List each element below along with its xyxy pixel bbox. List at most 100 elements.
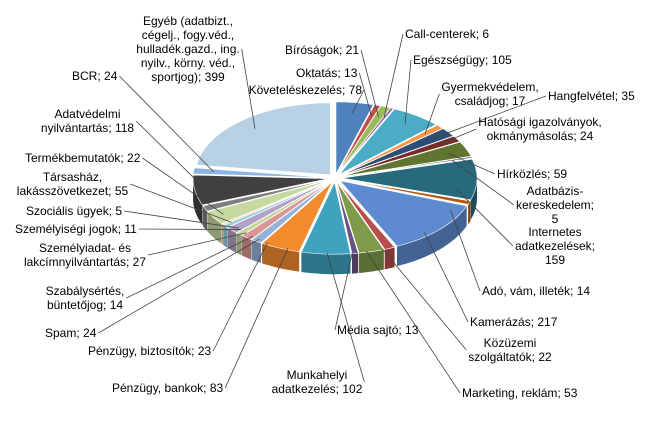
slice-side [223,225,228,248]
label-value: 14 [576,284,591,298]
label-separator: ; [108,204,116,218]
data-label: Hangfelvétel; 35 [548,89,645,103]
label-name: Követeléskezelés [248,83,342,97]
data-label: Internetes adatkezelések; 159 [505,225,605,267]
pie-slice [341,158,478,201]
slice-side [470,178,477,220]
leader-line [98,238,260,334]
leader-line [424,232,469,323]
data-label: Média sajtó; 13 [337,323,437,337]
slice-side [397,205,467,267]
slice-side [468,201,471,225]
label-value: 5 [115,204,123,218]
data-label: Bíróságok; 21 [285,43,375,57]
pie-slice [261,181,333,252]
label-separator: ; [103,298,110,312]
label-name: Személyiségi jogok [15,222,118,236]
data-label: Adatbázis-kereskedelem; 5 [515,184,595,226]
pie-slice [340,135,461,177]
leader-line [135,120,216,199]
leader-line [359,72,372,116]
leader-line [449,209,481,292]
data-label: Egészségügy; 105 [413,53,523,67]
label-separator: ; [573,129,580,143]
label-value: 399 [204,70,225,84]
label-separator: ; [339,43,346,57]
slice-side-shade [301,251,351,275]
label-separator: ; [505,94,512,108]
label-name: Adatbázis-kereskedelem [515,184,591,212]
label-separator: ; [341,83,349,97]
slice-side [227,227,237,253]
label-name: BCR [72,69,98,83]
label-name: Oktatás [296,66,338,80]
label-value: 217 [537,315,558,329]
data-label: Marketing, reklám; 53 [462,386,602,400]
label-name: Kamerázás [470,315,531,329]
leader-line [447,152,496,175]
pie-slice [221,180,330,226]
slice-side-shade [227,227,237,253]
label-name: Munkahelyi adatkezelés [271,368,348,396]
pie-slice [241,181,331,240]
data-label: Hírközlés; 59 [497,167,587,181]
label-name: Hírközlés [497,167,548,181]
label-value: 22 [538,350,552,364]
leader-line [147,232,247,256]
slice-side-shade [468,201,471,225]
label-separator: ; [108,184,115,198]
pie-slice [336,104,381,175]
label-value: 102 [342,382,363,396]
label-name: Társasház, lakásszövetkezet [16,170,109,198]
leader-line [432,95,547,140]
slice-side [193,178,203,225]
pie-slice [300,181,351,255]
pie-slice [341,141,472,177]
label-name: Bíróságok [285,43,340,57]
label-value: 24 [580,129,594,143]
pie-slice [339,180,468,247]
pie-slice [337,107,394,175]
label-value: 13 [344,66,358,80]
data-label: Gyermekvédelem, családjog; 17 [430,80,550,108]
label-name: Média sajtó [337,323,399,337]
label-separator: ; [557,386,565,400]
data-label: Oktatás; 13 [296,66,376,80]
data-label: Munkahelyi adatkezelés; 102 [262,368,372,396]
leader-line [439,128,477,145]
slice-side-shade [223,225,228,248]
label-value: 14 [109,298,124,312]
label-value: 24 [83,326,97,340]
label-separator: ; [591,239,596,253]
leader-line [138,228,241,230]
label-name: Spam [45,326,77,340]
label-value: 5 [551,212,559,226]
leader-line [366,250,461,394]
label-separator: ; [120,151,128,165]
leader-line [326,253,365,383]
label-name: Közüzemi szolgáltatók [468,336,537,364]
pie-slice [336,181,385,254]
label-name: Call-centerek [405,27,476,41]
label-name: Szabálysértés, büntetőjog [45,284,125,312]
data-label: Kamerázás; 217 [470,315,580,329]
label-separator: ; [570,284,577,298]
label-value: 11 [124,222,137,236]
label-name: Hatósági igazolványok, okmánymásolás [478,115,602,143]
slice-side-shade [242,235,252,260]
leader-line [383,33,404,119]
label-value: 53 [564,386,578,400]
data-label: Szabálysértés, büntetőjog; 14 [30,284,140,312]
label-separator: ; [398,323,406,337]
leader-line [451,159,515,206]
data-label: Személyiadat- és lakcímnyilvántartás; 27 [5,241,165,269]
pie-slice [341,179,471,205]
label-separator: ; [475,27,483,41]
label-value: 55 [114,184,129,198]
label-name: Szociális ügyek [26,204,109,218]
label-name: Internetes adatkezelések [514,225,592,253]
label-name: Hangfelvétel [548,89,615,103]
pie-slice [337,181,396,250]
